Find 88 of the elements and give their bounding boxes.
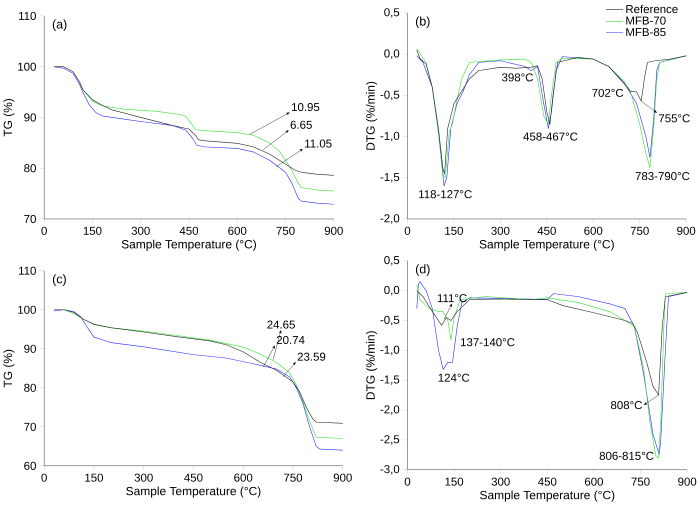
- annotation: 24.65: [267, 320, 295, 329]
- y-tick-label: -3,0: [380, 465, 400, 475]
- x-tick-label: 600: [228, 226, 246, 236]
- y-tick-label: 70: [24, 215, 36, 224]
- x-tick-label: 0: [41, 474, 47, 482]
- x-tick-label: 600: [584, 478, 604, 486]
- x-tick-label: 450: [538, 478, 556, 486]
- annotation: 118-127°C: [419, 190, 472, 198]
- annotation: 458-467°C: [523, 132, 578, 141]
- annotation: 20.74: [276, 336, 305, 344]
- legend-label: MFB-70: [626, 16, 666, 25]
- y-tick-label: -2,0: [380, 214, 400, 224]
- y-axis-title: TG (%): [3, 350, 14, 388]
- y-axis-title: TG (%): [3, 99, 14, 137]
- annotation: 11.05: [305, 140, 332, 148]
- line-series: [416, 290, 688, 396]
- annotation: 398°C: [502, 74, 534, 82]
- x-axis-title: Sample Temperature (°C): [126, 486, 260, 498]
- annotation: 808°C: [610, 401, 642, 410]
- annotation: 10.95: [292, 103, 320, 112]
- y-axis-title: DTG (%/min): [366, 331, 378, 400]
- x-tick-label: 600: [584, 226, 602, 236]
- x-tick-label: 150: [85, 474, 104, 482]
- x-axis-title: Sample Temperature (°C): [480, 490, 614, 502]
- chart-title: (d): [416, 264, 430, 276]
- y-tick-label: -1,5: [380, 173, 400, 183]
- y-tick-label: 110: [19, 266, 36, 275]
- x-tick-label: 150: [84, 226, 102, 236]
- annotation: 806-815°C: [600, 452, 654, 460]
- line-series: [54, 66, 334, 205]
- y-tick-label: 80: [24, 384, 36, 392]
- y-tick-label: 0,0: [384, 286, 400, 296]
- annotation: 783-790°C: [636, 172, 690, 180]
- y-tick-label: 100: [18, 62, 36, 71]
- x-tick-label: 450: [180, 226, 198, 236]
- x-tick-label: 900: [334, 474, 352, 482]
- y-tick-label: -2,5: [380, 435, 400, 445]
- x-tick-label: 750: [632, 478, 650, 486]
- legend-label: MFB-85: [626, 28, 666, 36]
- x-tick-label: 300: [132, 226, 150, 236]
- annotation: 111°C: [438, 294, 467, 302]
- annotation: 755°C: [658, 114, 690, 123]
- y-tick-label: -0,5: [380, 316, 400, 326]
- x-tick-label: 150: [445, 226, 464, 236]
- y-tick-label: 90: [24, 344, 36, 354]
- annotation: 6.65: [290, 120, 312, 130]
- x-tick-label: 750: [276, 226, 295, 236]
- x-tick-label: 450: [184, 474, 203, 482]
- y-tick-label: 70: [24, 422, 36, 432]
- y-tick-label: -2,0: [380, 406, 400, 416]
- x-tick-label: 150: [445, 478, 464, 486]
- x-tick-label: 750: [630, 226, 649, 236]
- x-tick-label: 300: [134, 474, 153, 482]
- x-axis-title: Sample Temperature (°C): [480, 240, 614, 252]
- x-tick-label: 0: [41, 226, 47, 236]
- annotation: 702°C: [592, 89, 624, 98]
- y-tick-label: 0,5: [384, 256, 400, 266]
- y-tick-label: -1,0: [380, 346, 400, 356]
- x-tick-label: 300: [491, 226, 510, 236]
- x-tick-label: 300: [492, 478, 510, 486]
- line-series: [54, 66, 334, 176]
- y-tick-label: 90: [24, 114, 36, 122]
- y-axis-title: DTG (%/min): [366, 82, 378, 150]
- x-axis-title: Sample Temperature (°C): [122, 240, 256, 252]
- y-tick-label: -1,5: [380, 376, 400, 386]
- x-tick-label: 750: [284, 474, 302, 482]
- y-tick-label: 80: [24, 164, 36, 172]
- chart-title: (a): [52, 20, 66, 32]
- annotation: 137-140°C: [461, 338, 515, 346]
- x-tick-label: 900: [678, 478, 696, 486]
- y-tick-label: 0,0: [384, 50, 400, 60]
- y-tick-label: 110: [19, 12, 36, 20]
- legend-label: Reference: [626, 4, 678, 14]
- y-tick-label: 100: [18, 306, 36, 314]
- annotation: 124°C: [438, 374, 470, 382]
- annotation: 23.59: [298, 352, 326, 361]
- y-tick-label: -0,5: [380, 90, 400, 100]
- x-tick-label: 0: [404, 226, 410, 236]
- y-tick-label: 60: [24, 462, 36, 470]
- y-tick-label: -1,0: [380, 132, 400, 142]
- x-tick-label: 450: [538, 226, 556, 236]
- y-tick-label: 0,5: [384, 8, 400, 18]
- x-tick-label: 900: [324, 226, 343, 236]
- x-tick-label: 900: [677, 226, 696, 236]
- chart-title: (b): [416, 16, 430, 28]
- chart-title: (c): [52, 274, 66, 286]
- x-tick-label: 0: [404, 478, 410, 486]
- x-tick-label: 600: [234, 474, 252, 482]
